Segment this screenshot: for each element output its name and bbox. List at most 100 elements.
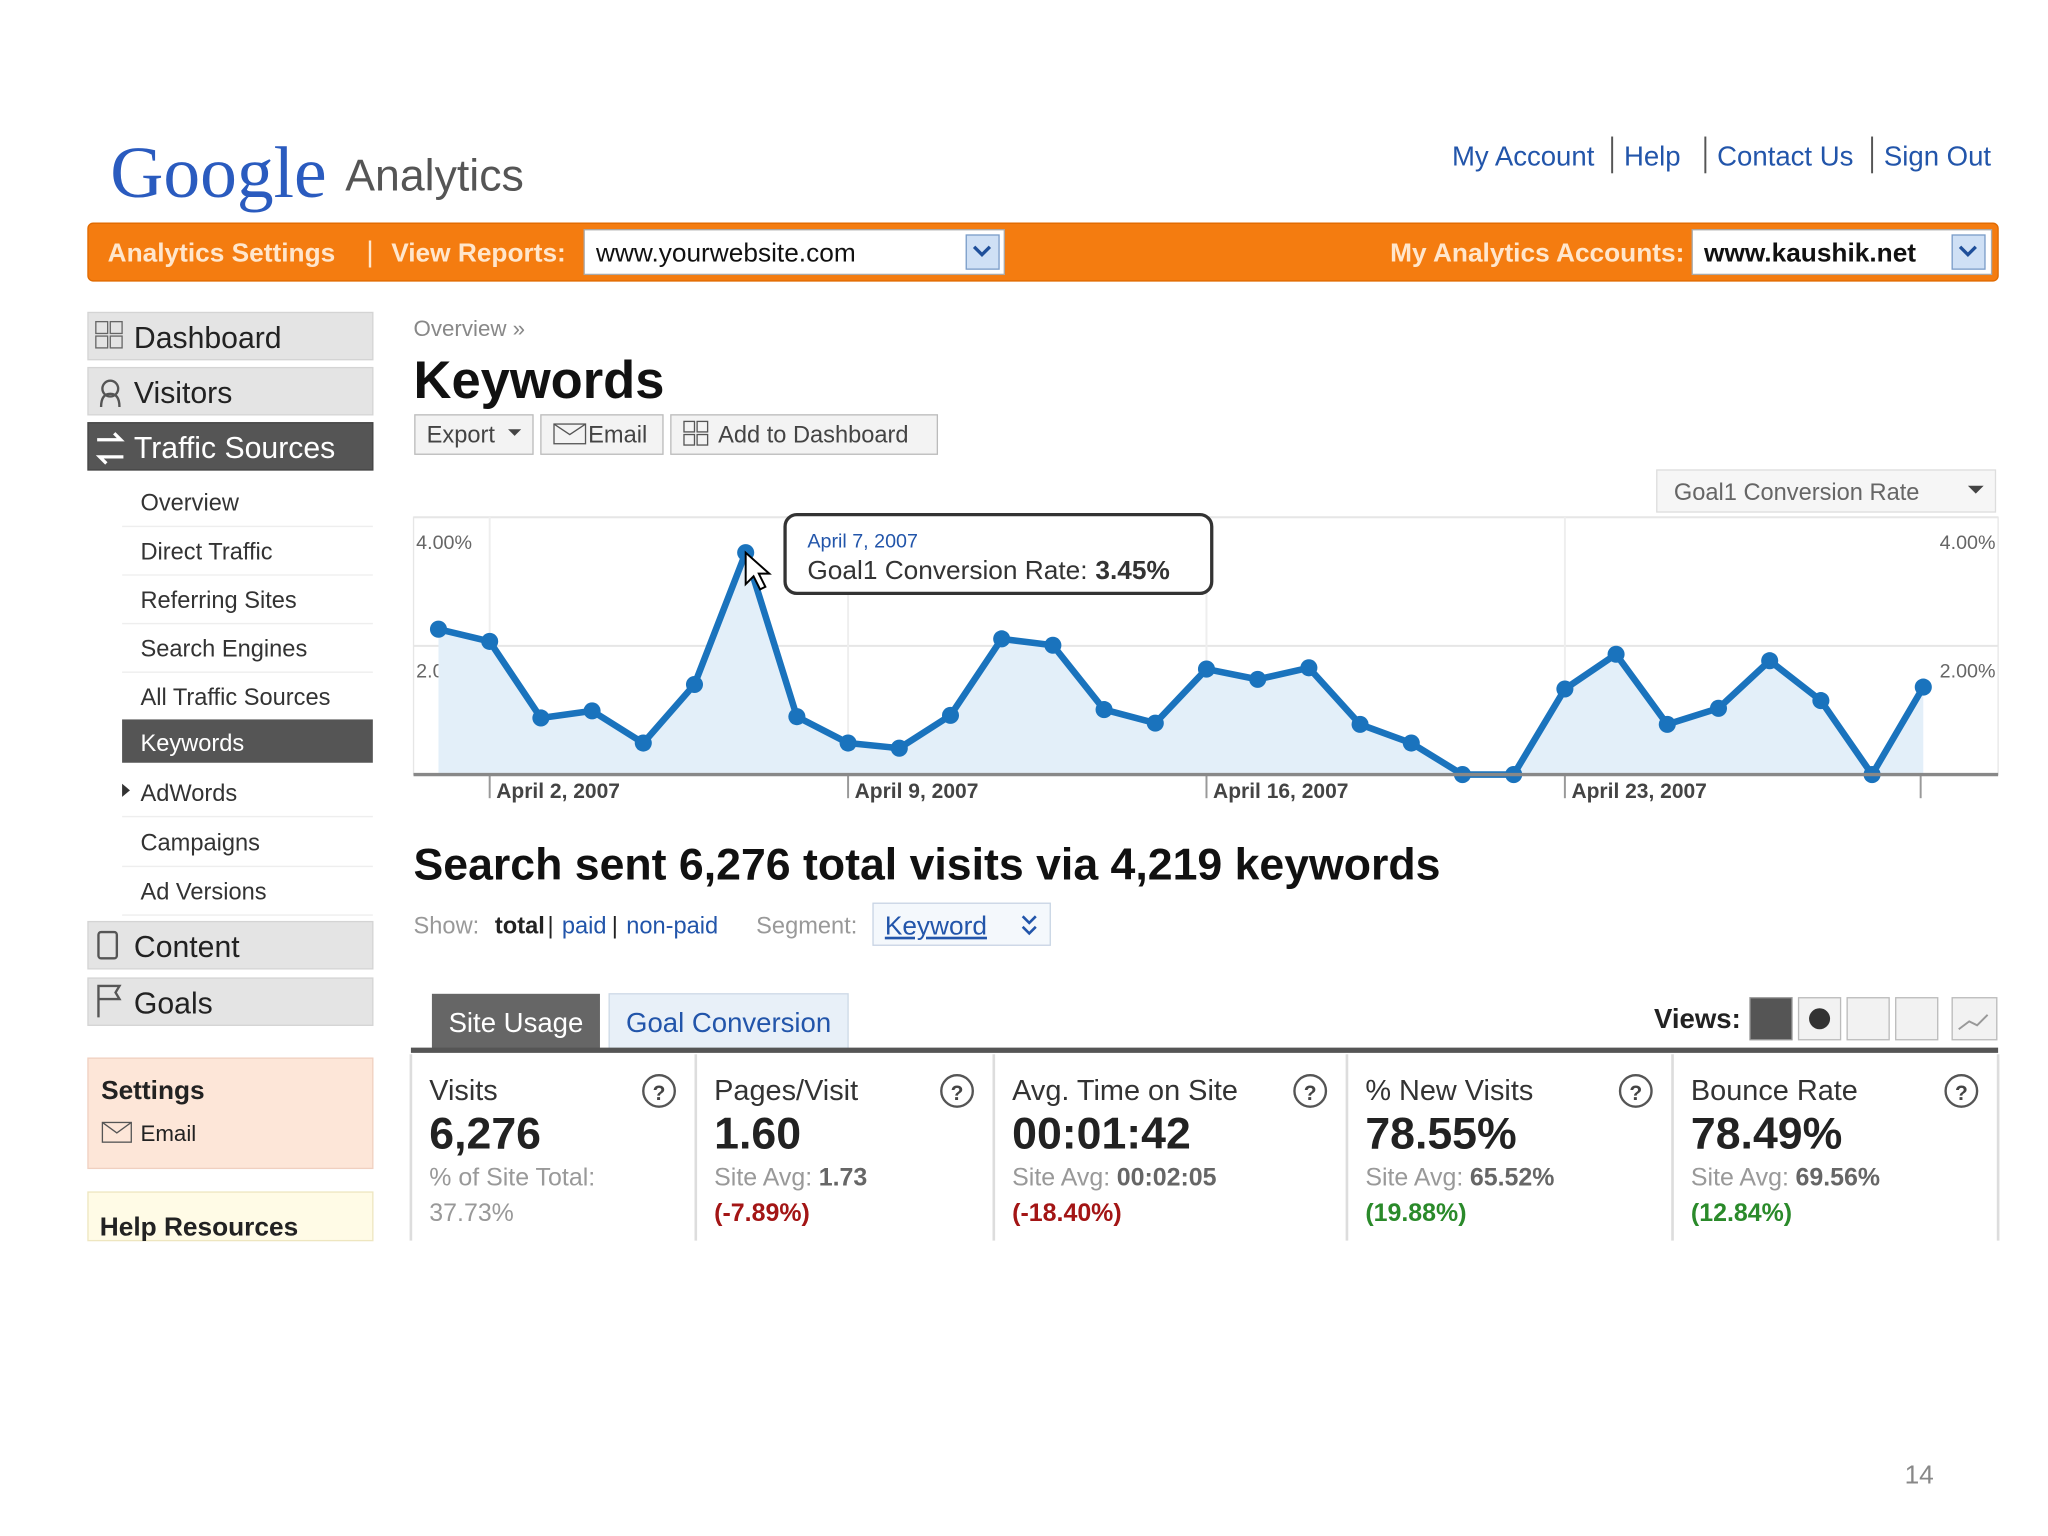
- settings-email[interactable]: Email: [140, 1121, 196, 1146]
- segment-arrow: [1021, 915, 1037, 936]
- point[interactable]: [1761, 652, 1779, 670]
- y-tick-label: 4.00%: [416, 532, 472, 554]
- analytics-settings[interactable]: Analytics Settings: [108, 237, 336, 267]
- point[interactable]: [788, 708, 806, 726]
- point[interactable]: [1556, 680, 1574, 698]
- view-trend[interactable]: [1951, 997, 1998, 1041]
- metric-selector[interactable]: [1656, 469, 1997, 513]
- point[interactable]: [583, 702, 601, 720]
- nav-icon: [109, 335, 123, 349]
- tooltip-value: 3.45%: [1095, 555, 1169, 585]
- dashboard-icon: [696, 433, 709, 446]
- metric-change: (-7.89%): [714, 1199, 810, 1227]
- nav-icon: [97, 930, 119, 960]
- logo: Google: [110, 131, 326, 213]
- button-label: Export: [427, 422, 496, 448]
- site-select[interactable]: [583, 229, 1005, 276]
- nav-label: Content: [134, 931, 240, 964]
- point[interactable]: [941, 706, 960, 724]
- toolbar-button[interactable]: [670, 414, 939, 455]
- icon: [1958, 1014, 1989, 1031]
- dropdown-arrow: [972, 245, 992, 258]
- help-icon-mark: ?: [653, 1082, 666, 1105]
- nav-label: Dashboard: [134, 322, 282, 355]
- tab[interactable]: [608, 993, 849, 1051]
- nav-sub-label[interactable]: Direct Traffic: [140, 539, 272, 565]
- point[interactable]: [1914, 678, 1932, 696]
- nav-sub-label[interactable]: Overview: [140, 491, 239, 517]
- cursor: [744, 550, 772, 591]
- point[interactable]: [481, 632, 499, 650]
- account-select[interactable]: [1691, 229, 1993, 276]
- nav-item[interactable]: [87, 366, 374, 416]
- tooltip: [783, 512, 1214, 596]
- help-icon[interactable]: [642, 1074, 676, 1108]
- toolbar-button[interactable]: [540, 414, 664, 455]
- point[interactable]: [1402, 734, 1420, 752]
- point[interactable]: [532, 709, 550, 727]
- nav-item[interactable]: [87, 977, 374, 1026]
- point[interactable]: [1095, 701, 1113, 719]
- tab-active[interactable]: [431, 993, 600, 1051]
- point[interactable]: [1607, 645, 1625, 663]
- tooltip-text: Goal1 Conversion Rate: 3.45%: [807, 555, 1169, 585]
- point[interactable]: [993, 630, 1011, 648]
- show-label: Show:: [414, 913, 480, 939]
- metric-note: Site Avg: 69.56%: [1691, 1163, 1880, 1191]
- point[interactable]: [1812, 692, 1830, 710]
- segment-select[interactable]: [872, 902, 1051, 946]
- nav-item[interactable]: [87, 920, 374, 970]
- help-icon[interactable]: [1618, 1074, 1653, 1108]
- nav-item[interactable]: [87, 311, 374, 361]
- point[interactable]: [1709, 699, 1728, 717]
- header-link[interactable]: Contact Us: [1717, 140, 1853, 171]
- point[interactable]: [1351, 715, 1369, 733]
- help-icon[interactable]: [1944, 1074, 1979, 1108]
- point[interactable]: [839, 734, 857, 752]
- help-icon[interactable]: [1293, 1074, 1328, 1108]
- point[interactable]: [685, 675, 704, 694]
- point[interactable]: [634, 734, 652, 752]
- point[interactable]: [1300, 659, 1318, 677]
- point[interactable]: [429, 620, 448, 638]
- filter-option[interactable]: paid: [562, 913, 607, 939]
- nav-item[interactable]: [87, 422, 374, 471]
- nav-icon: [99, 379, 121, 408]
- account-value: www.kaushik.net: [1703, 237, 1916, 267]
- view-table[interactable]: [1749, 997, 1793, 1041]
- view-buttons: [1749, 997, 1998, 1041]
- metric-value: 1.60: [714, 1110, 801, 1159]
- header-link[interactable]: Help: [1624, 140, 1681, 171]
- point[interactable]: [1146, 714, 1164, 732]
- help-icon[interactable]: [940, 1074, 974, 1108]
- filter-option[interactable]: total: [495, 913, 545, 939]
- metric-change: (12.84%): [1691, 1199, 1792, 1227]
- help-box: [87, 1191, 374, 1242]
- point[interactable]: [1197, 660, 1216, 678]
- breadcrumb[interactable]: Overview »: [414, 316, 526, 341]
- nav-icon: [109, 320, 123, 335]
- point[interactable]: [1044, 636, 1062, 654]
- nav-sub-label[interactable]: Search Engines: [140, 636, 307, 662]
- filter-option[interactable]: non-paid: [626, 913, 718, 939]
- summary: Search sent 6,276 total visits via 4,219…: [414, 841, 1441, 890]
- point[interactable]: [1658, 715, 1676, 733]
- nav-sub-label[interactable]: AdWords: [140, 781, 237, 807]
- header-link[interactable]: Sign Out: [1884, 140, 1992, 171]
- button-label: Email: [588, 422, 647, 448]
- metric-note-value: 00:02:05: [1117, 1163, 1217, 1191]
- nav-sub-label[interactable]: Campaigns: [140, 831, 260, 857]
- metric-note-value: 1.73: [819, 1163, 868, 1191]
- selector-arrow: [1967, 485, 1984, 494]
- metric-note-label: Site Avg:: [714, 1163, 812, 1191]
- nav-sub-label[interactable]: All Traffic Sources: [140, 685, 330, 711]
- nav-sub-label[interactable]: Ad Versions: [140, 879, 266, 905]
- header-link[interactable]: My Account: [1452, 140, 1595, 171]
- point[interactable]: [1249, 670, 1267, 688]
- view-bar[interactable]: [1846, 997, 1890, 1041]
- point[interactable]: [890, 739, 908, 757]
- dashboard-icon: [683, 433, 696, 446]
- nav-sub-active[interactable]: [122, 719, 373, 763]
- view-compare[interactable]: [1895, 997, 1939, 1041]
- nav-sub-label[interactable]: Referring Sites: [140, 588, 296, 614]
